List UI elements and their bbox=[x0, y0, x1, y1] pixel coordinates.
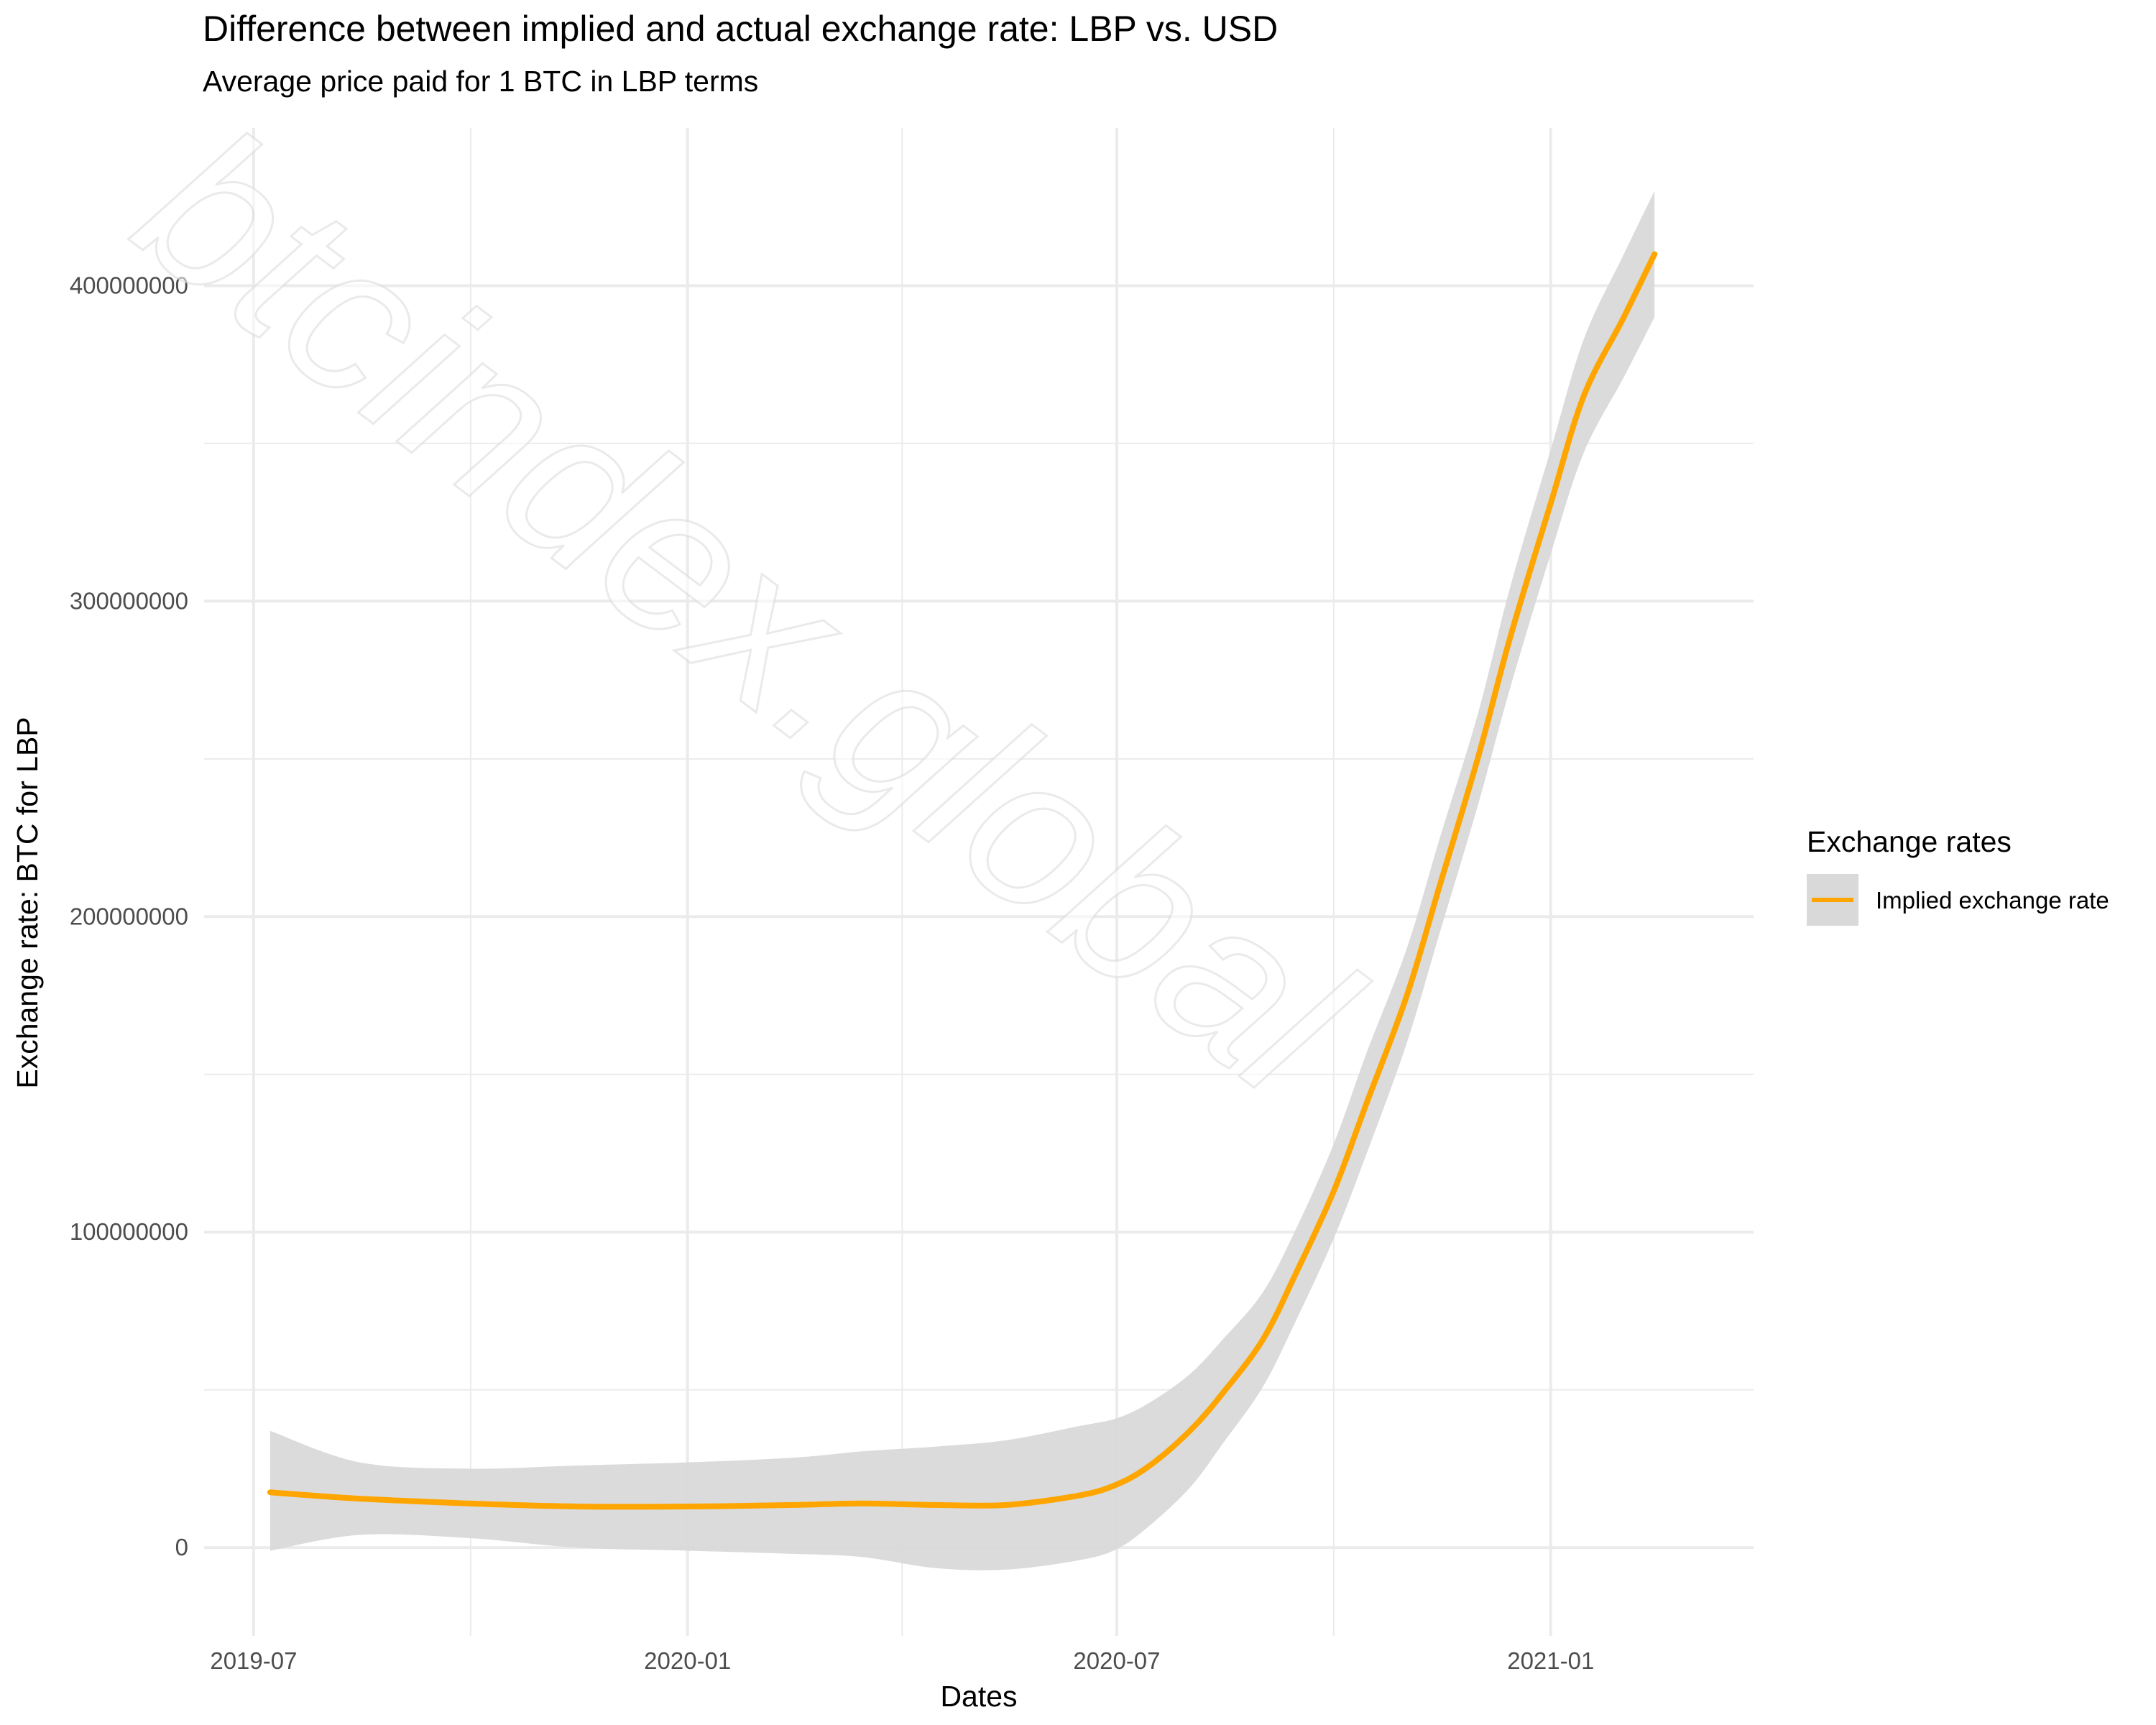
x-tick-label: 2020-01 bbox=[644, 1647, 731, 1674]
y-tick-label: 300000000 bbox=[70, 587, 188, 614]
y-axis-title: Exchange rate: BTC for LBP bbox=[11, 717, 44, 1088]
chart-title: Difference between implied and actual ex… bbox=[203, 9, 1278, 49]
series-line-implied-exchange-rate bbox=[267, 251, 1658, 1510]
y-tick-label: 0 bbox=[175, 1534, 188, 1560]
x-tick-label: 2020-07 bbox=[1073, 1647, 1160, 1674]
series-line-layer bbox=[267, 251, 1658, 1510]
legend-label: Implied exchange rate bbox=[1876, 887, 2109, 914]
watermark: btcindex.global bbox=[98, 81, 1397, 1144]
y-tick-label: 200000000 bbox=[70, 903, 188, 929]
grid bbox=[204, 128, 1754, 1636]
y-tick-label: 400000000 bbox=[70, 272, 188, 298]
x-tick-label: 2021-01 bbox=[1507, 1647, 1594, 1674]
confidence-band bbox=[270, 190, 1655, 1570]
x-tick-label: 2019-07 bbox=[210, 1647, 297, 1674]
chart-subtitle: Average price paid for 1 BTC in LBP term… bbox=[203, 65, 758, 98]
legend: Exchange rates Implied exchange rate bbox=[1807, 825, 2109, 926]
legend-title: Exchange rates bbox=[1807, 825, 2012, 858]
x-axis-title: Dates bbox=[940, 1680, 1017, 1713]
y-tick-label: 100000000 bbox=[70, 1218, 188, 1245]
confidence-band-layer bbox=[270, 190, 1655, 1570]
y-tick-labels: 0 100000000 200000000 300000000 400000000 bbox=[70, 272, 188, 1560]
x-tick-labels: 2019-07 2020-01 2020-07 2021-01 bbox=[210, 1647, 1594, 1674]
